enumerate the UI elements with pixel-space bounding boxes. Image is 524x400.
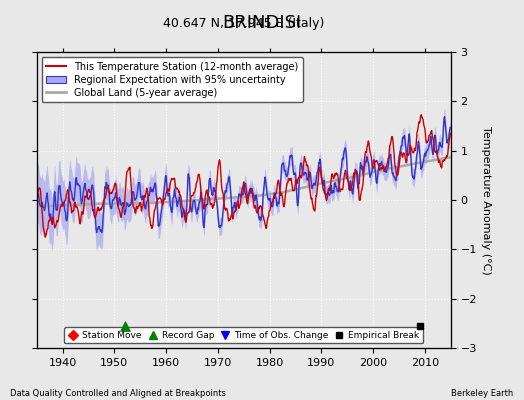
Text: Data Quality Controlled and Aligned at Breakpoints: Data Quality Controlled and Aligned at B… bbox=[10, 389, 226, 398]
Title: 40.647 N, 17.945 E (Italy): 40.647 N, 17.945 E (Italy) bbox=[163, 17, 324, 30]
Text: Berkeley Earth: Berkeley Earth bbox=[451, 389, 514, 398]
Legend: Station Move, Record Gap, Time of Obs. Change, Empirical Break: Station Move, Record Gap, Time of Obs. C… bbox=[64, 327, 423, 344]
Text: BRINDISI: BRINDISI bbox=[222, 14, 302, 32]
Y-axis label: Temperature Anomaly (°C): Temperature Anomaly (°C) bbox=[481, 126, 491, 274]
